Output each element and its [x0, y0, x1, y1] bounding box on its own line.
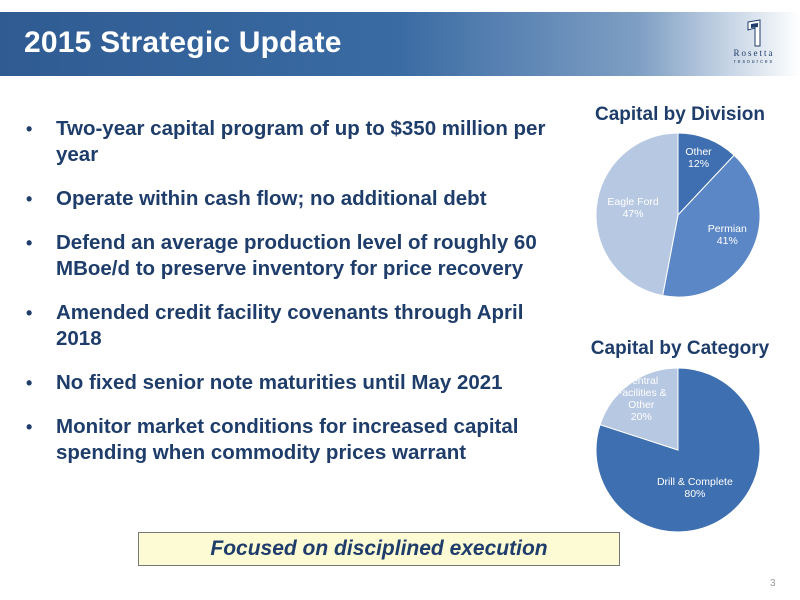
bullet-item: • Monitor market conditions for increased… [24, 414, 564, 466]
bullet-item: • No fixed senior note maturities until M… [24, 370, 564, 396]
pie-slice [595, 132, 679, 297]
bullet-text: Defend an average production level of ro… [56, 231, 537, 280]
pie-slice-label: Other 12% [685, 146, 712, 170]
top-rule [0, 0, 800, 8]
pie-chart-category: Drill & Complete 80% Central Facilities & Ot… [595, 367, 761, 533]
bullet-text: Monitor market conditions for increased … [56, 415, 519, 464]
title-banner [0, 12, 800, 76]
bullet-text: Operate within cash flow; no additional … [56, 187, 487, 210]
bullet-text: Two-year capital program of up to $350 m… [56, 117, 546, 166]
bullet-text: Amended credit facility covenants throug… [56, 301, 524, 350]
bullet-dot-icon: • [26, 303, 33, 323]
bullet-item: • Defend an average production level of r… [24, 230, 564, 282]
pie-slice [599, 367, 679, 451]
bullet-dot-icon: • [26, 373, 33, 393]
bullet-item: • Amended credit facility covenants throu… [24, 300, 564, 352]
page-number: 3 [770, 578, 776, 589]
chart-title-category: Capital by Category [590, 338, 770, 359]
pie-slice-label: Central Facilities & Other 20% [616, 375, 667, 423]
bullet-dot-icon: • [26, 233, 33, 253]
bullet-dot-icon: • [26, 417, 33, 437]
pie-chart-division: Other 12% Permian 41% Eagle Ford 47% [595, 132, 761, 298]
pie-slice-label: Permian 41% [708, 223, 747, 247]
pie-slice-label: Drill & Complete 80% [657, 476, 733, 500]
bullet-dot-icon: • [26, 189, 33, 209]
logo-name: Rosetta [733, 48, 775, 58]
callout-box: Focused on disciplined execution [138, 532, 620, 566]
logo-mark-icon [747, 19, 761, 47]
bullet-item: • Operate within cash flow; no additional… [24, 186, 564, 212]
page-title: 2015 Strategic Update [24, 26, 342, 59]
logo-subtitle: resources [734, 59, 774, 65]
pie-slice [662, 154, 761, 298]
pie-slice [677, 132, 735, 217]
company-logo: Rosetta resources [722, 18, 786, 70]
chart-title-division: Capital by Division [595, 104, 765, 125]
bullet-text: No fixed senior note maturities until Ma… [56, 371, 503, 394]
bullet-list: • Two-year capital program of up to $350 … [24, 116, 564, 484]
bullet-dot-icon: • [26, 119, 33, 139]
bullet-item: • Two-year capital program of up to $350 … [24, 116, 564, 168]
pie-slice-label: Eagle Ford 47% [607, 196, 659, 220]
